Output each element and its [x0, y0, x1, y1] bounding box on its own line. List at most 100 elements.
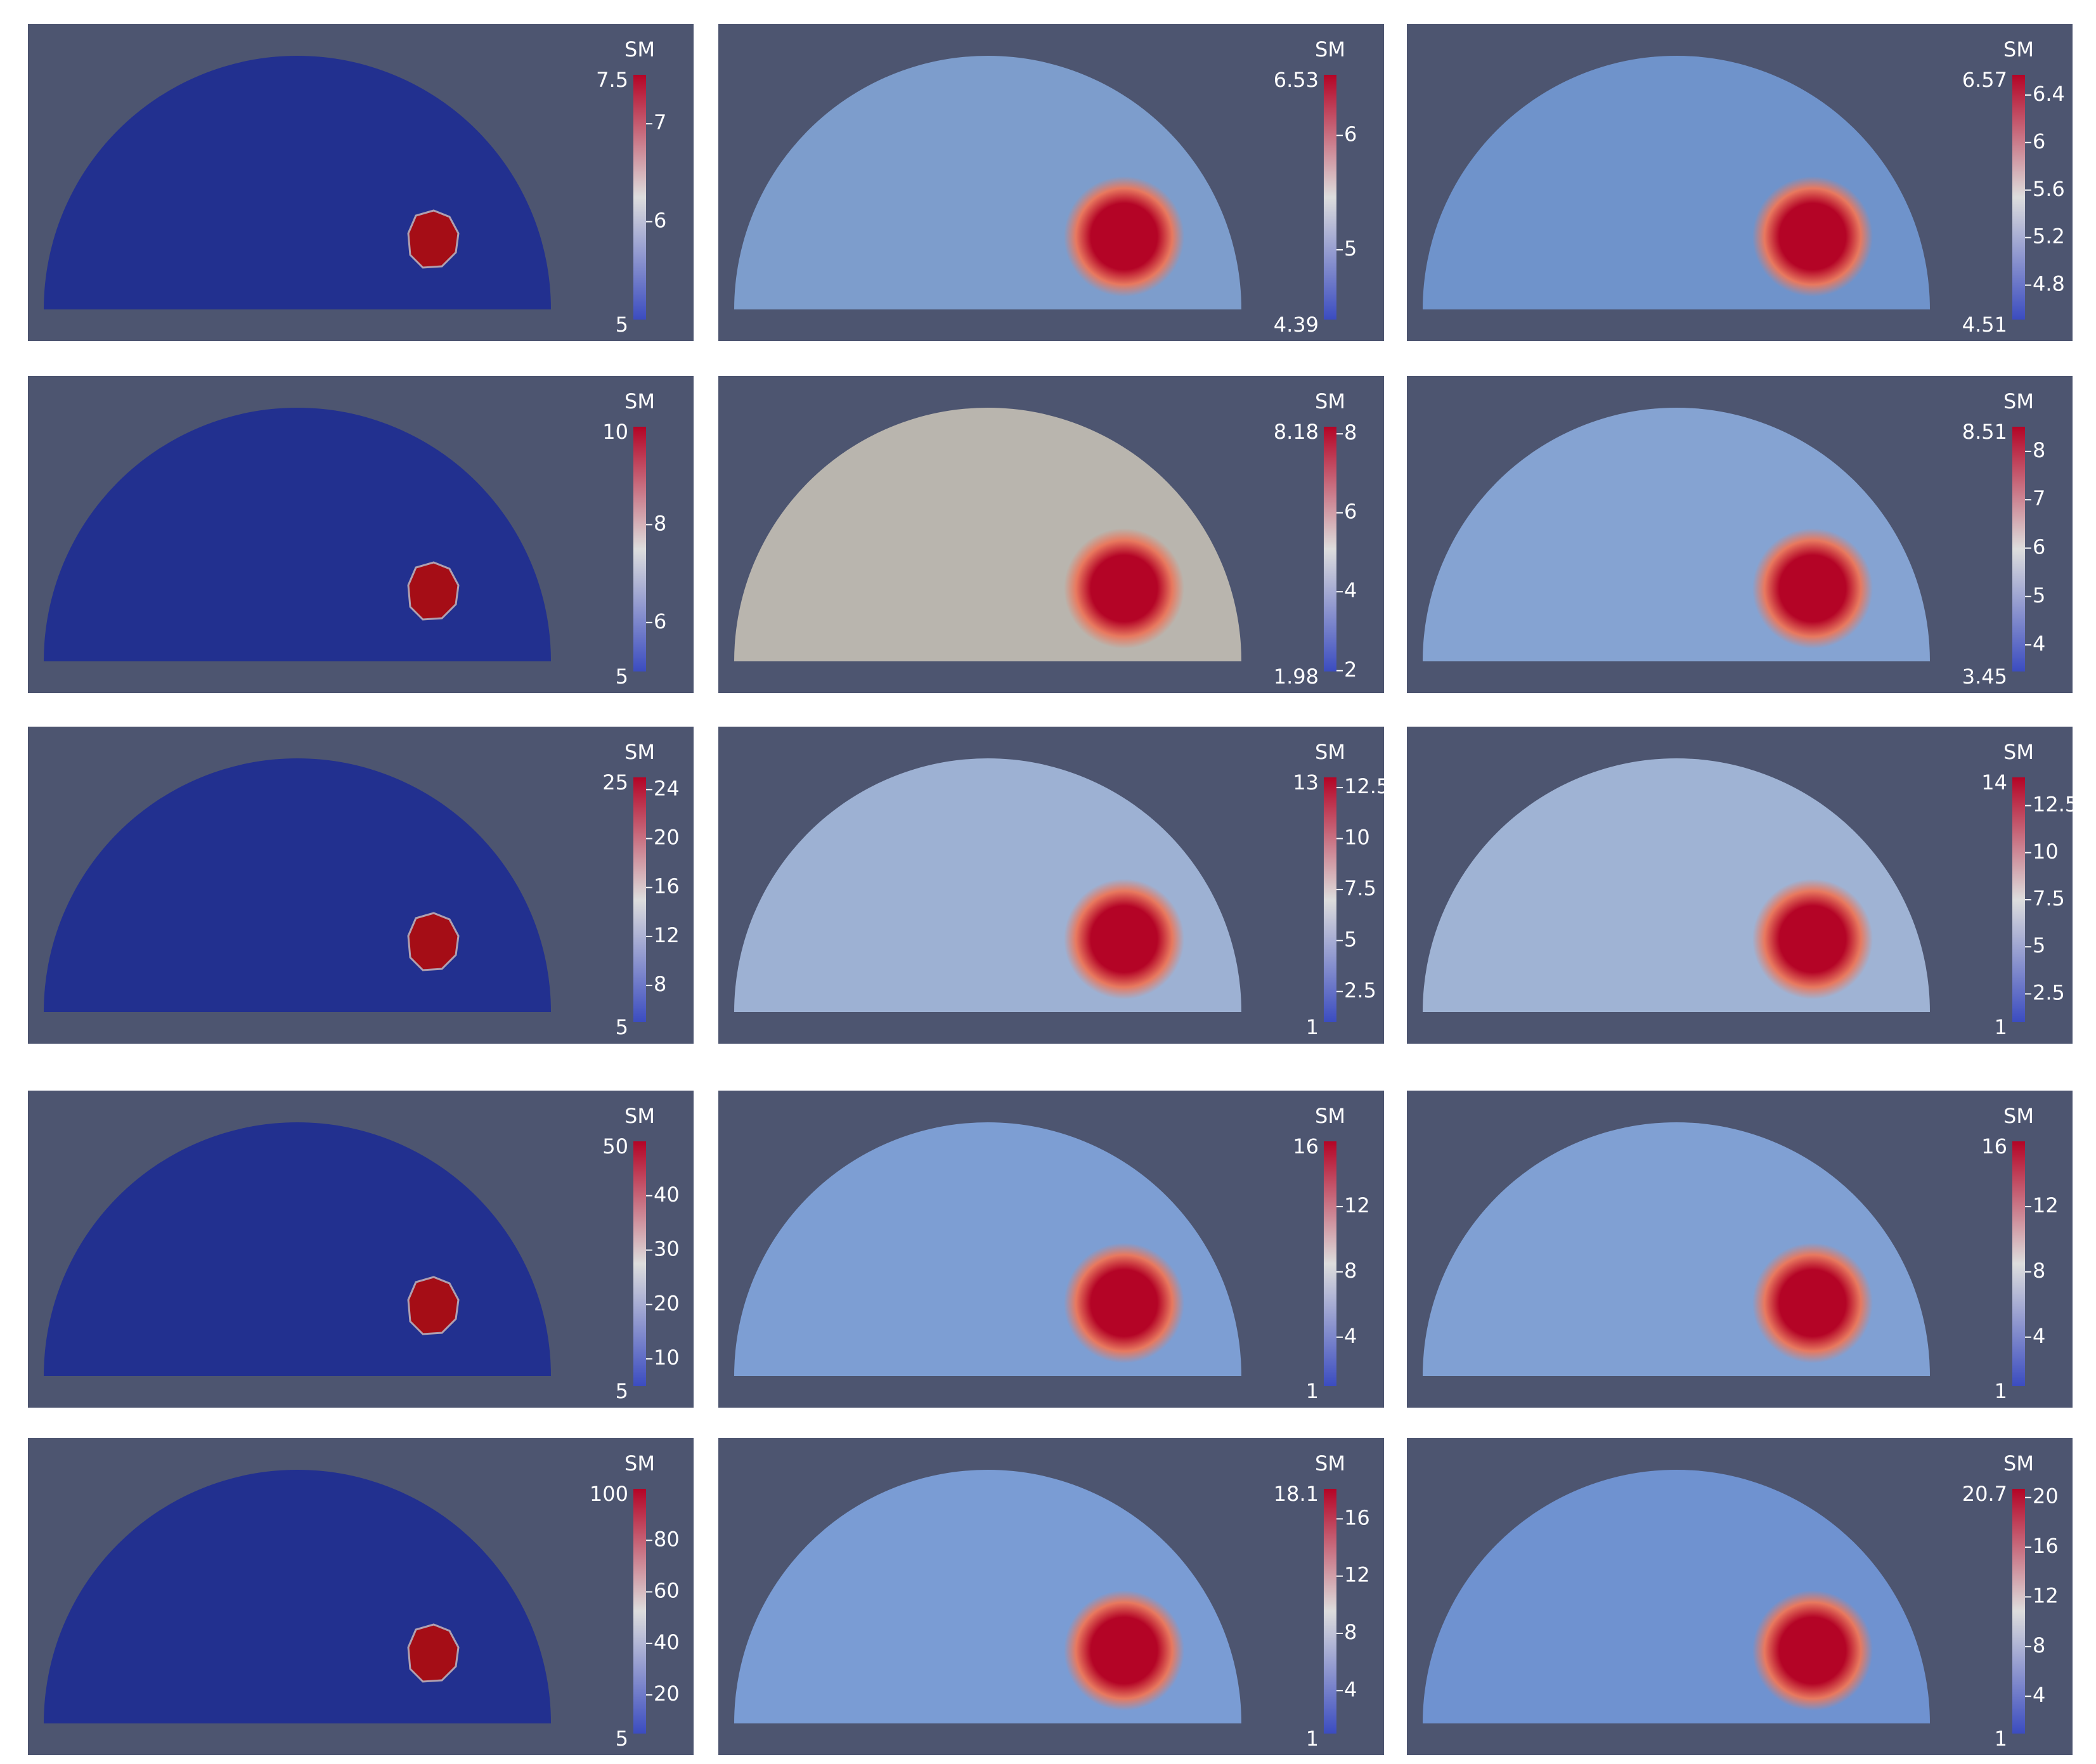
tick-label: 4	[2033, 632, 2045, 656]
colorbar	[2012, 1141, 2025, 1386]
tick-label: 30	[654, 1237, 680, 1261]
colorbar-min: 4.39	[1274, 313, 1319, 337]
colorbar	[633, 1489, 646, 1734]
tick-label: 2.5	[1344, 978, 1376, 1002]
colorbar-title: SM	[1315, 1451, 1345, 1475]
colorbar-max: 18.1	[1274, 1482, 1319, 1506]
panel: SM 100 5 20 40 60 80	[28, 1438, 694, 1755]
colorbar-max: 50	[602, 1134, 628, 1158]
colorbar-min: 5	[616, 1015, 628, 1039]
tick-label: 40	[654, 1630, 680, 1654]
panel: SM 18.1 1 4 8 12 16	[718, 1438, 1384, 1755]
colorbar-min: 4.51	[1962, 313, 2007, 337]
tick-label: 12	[2033, 1583, 2059, 1607]
colorbar-title: SM	[624, 740, 655, 764]
colorbar-min: 5	[616, 1727, 628, 1751]
panel: SM 8.18 1.98 2 4 6 8	[718, 376, 1384, 693]
tick-label: 20	[654, 826, 680, 850]
tick-label: 24	[654, 776, 680, 800]
tick-label: 10	[2033, 840, 2059, 864]
tick-label: 4	[1344, 1324, 1357, 1348]
panel: SM 20.7 1 4 8 12 16 20	[1407, 1438, 2073, 1755]
tick-label: 16	[1344, 1505, 1370, 1529]
half-disk	[44, 1470, 551, 1723]
inclusion	[1064, 176, 1184, 297]
tick-label: 7	[654, 110, 666, 134]
tick-label: 20	[654, 1291, 680, 1315]
colorbar	[1324, 1141, 1336, 1386]
inclusion	[1752, 1243, 1873, 1363]
inclusion	[407, 561, 460, 621]
tick-label: 8	[1344, 420, 1357, 444]
colorbar-title: SM	[2003, 1451, 2034, 1475]
tick-label: 7.5	[2033, 886, 2065, 911]
inclusion	[1752, 1590, 1873, 1711]
tick-label: 4	[2033, 1324, 2045, 1348]
panel: SM 8.51 3.45 4 5 6 7 8	[1407, 376, 2073, 693]
colorbar	[2012, 427, 2025, 671]
tick-label: 16	[654, 874, 680, 898]
colorbar-max: 6.57	[1962, 68, 2007, 92]
colorbar-title: SM	[624, 37, 655, 62]
colorbar-min: 1	[1306, 1379, 1319, 1403]
tick-label: 6	[2033, 129, 2045, 153]
panel: SM 6.57 4.51 4.8 5.2 5.6 6 6.4	[1407, 24, 2073, 341]
colorbar-min: 3.45	[1962, 665, 2007, 689]
colorbar-max: 13	[1293, 770, 1319, 794]
colorbar-min: 1	[1306, 1015, 1319, 1039]
tick-label: 10	[654, 1346, 680, 1370]
colorbar-max: 16	[1293, 1134, 1319, 1158]
tick-label: 12	[1344, 1563, 1370, 1587]
colorbar-title: SM	[1315, 389, 1345, 413]
tick-label: 40	[654, 1183, 680, 1207]
colorbar	[633, 777, 646, 1022]
colorbar-max: 10	[602, 420, 628, 444]
colorbar	[1324, 75, 1336, 320]
colorbar	[2012, 75, 2025, 320]
tick-label: 8	[654, 972, 666, 996]
colorbar-max: 100	[590, 1482, 628, 1506]
tick-label: 7	[2033, 486, 2045, 510]
tick-label: 5	[1344, 237, 1357, 261]
tick-label: 7.5	[1344, 876, 1376, 900]
tick-label: 4	[2033, 1683, 2045, 1707]
half-disk	[44, 408, 551, 661]
colorbar-title: SM	[1315, 1104, 1345, 1128]
inclusion	[1752, 879, 1873, 999]
colorbar-min: 1	[1995, 1727, 2007, 1751]
colorbar-title: SM	[624, 1104, 655, 1128]
tick-label: 4	[1344, 578, 1357, 602]
colorbar-max: 8.51	[1962, 420, 2007, 444]
panel: SM 16 1 4 8 12	[718, 1091, 1384, 1408]
tick-label: 2.5	[2033, 980, 2065, 1004]
colorbar	[2012, 1489, 2025, 1734]
colorbar-max: 8.18	[1274, 420, 1319, 444]
panel: SM 50 5 10 20 30 40	[28, 1091, 694, 1408]
half-disk	[44, 56, 551, 309]
inclusion	[1064, 1590, 1184, 1711]
colorbar-title: SM	[624, 389, 655, 413]
half-disk	[44, 1122, 551, 1376]
colorbar	[1324, 777, 1336, 1022]
colorbar-min: 1.98	[1274, 665, 1319, 689]
tick-label: 5	[1344, 927, 1357, 951]
colorbar-title: SM	[2003, 37, 2034, 62]
tick-label: 16	[2033, 1534, 2059, 1558]
tick-label: 8	[1344, 1620, 1357, 1644]
inclusion	[407, 1623, 460, 1683]
tick-label: 8	[654, 511, 666, 535]
colorbar-max: 25	[602, 770, 628, 794]
colorbar	[633, 427, 646, 671]
inclusion	[1064, 1243, 1184, 1363]
tick-label: 6	[2033, 535, 2045, 559]
inclusion	[1752, 528, 1873, 649]
colorbar-max: 16	[1981, 1134, 2007, 1158]
colorbar	[1324, 1489, 1336, 1734]
tick-label: 6	[1344, 122, 1357, 146]
tick-label: 8	[2033, 438, 2045, 462]
colorbar-min: 5	[616, 313, 628, 337]
tick-label: 12.5	[1344, 774, 1384, 798]
colorbar	[633, 75, 646, 320]
colorbar-min: 5	[616, 1379, 628, 1403]
panel: SM 6.53 4.39 5 6	[718, 24, 1384, 341]
